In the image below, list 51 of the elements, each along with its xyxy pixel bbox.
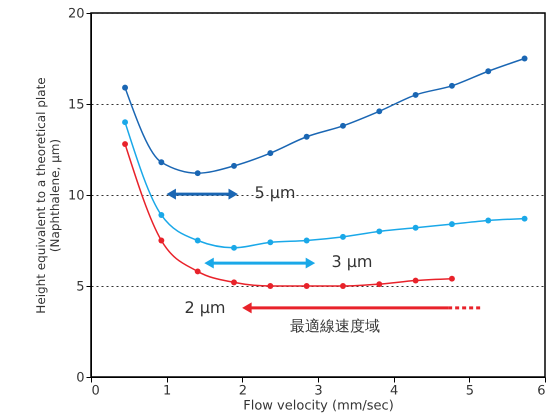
point (376, 228, 382, 234)
point (522, 216, 528, 222)
point (231, 279, 237, 286)
point (485, 68, 492, 74)
x-tick-label: 4 (390, 384, 398, 398)
point (376, 108, 382, 114)
point (267, 150, 274, 156)
x-tick-label: 5 (466, 384, 474, 398)
point (340, 283, 346, 289)
point (158, 159, 164, 166)
point (194, 268, 201, 274)
point (340, 234, 346, 240)
point (340, 122, 346, 129)
point (304, 283, 310, 289)
x-tick-label: 2 (238, 384, 247, 398)
point (522, 56, 528, 62)
point (448, 276, 455, 282)
y-tick-label: 0 (76, 370, 84, 386)
point (448, 221, 455, 228)
y-tick-label: 10 (68, 188, 84, 204)
x-tick-label: 0 (92, 384, 100, 398)
point (485, 218, 492, 224)
point (304, 134, 310, 140)
point (231, 244, 237, 251)
x-tick-label: 3 (314, 384, 323, 398)
point (376, 281, 382, 288)
point (412, 278, 419, 284)
x-tick-label: 6 (537, 384, 546, 398)
y-tick-label: 20 (68, 6, 84, 22)
point (267, 239, 274, 246)
point (412, 224, 419, 231)
annotation: 最適線速度域 (290, 317, 380, 335)
y-axis-title: Height equivalent to a theoretical plate (Naphthalene, μm) (34, 77, 62, 314)
point (158, 212, 164, 218)
point (122, 119, 128, 126)
point (412, 92, 419, 98)
x-tick-label: 1 (163, 384, 172, 398)
point (122, 141, 128, 147)
point (231, 162, 237, 169)
annotation: 3 μm (331, 252, 373, 271)
point (304, 238, 310, 244)
y-tick-label: 5 (76, 280, 84, 294)
point (267, 283, 274, 289)
point (194, 170, 201, 176)
point (448, 82, 455, 89)
y-tick-label: 15 (68, 98, 84, 112)
point (122, 84, 128, 91)
x-axis-title: Flow velocity (mm/sec) (243, 398, 394, 414)
point (194, 238, 201, 244)
annotation: 2 μm (184, 298, 226, 317)
point (158, 238, 164, 244)
